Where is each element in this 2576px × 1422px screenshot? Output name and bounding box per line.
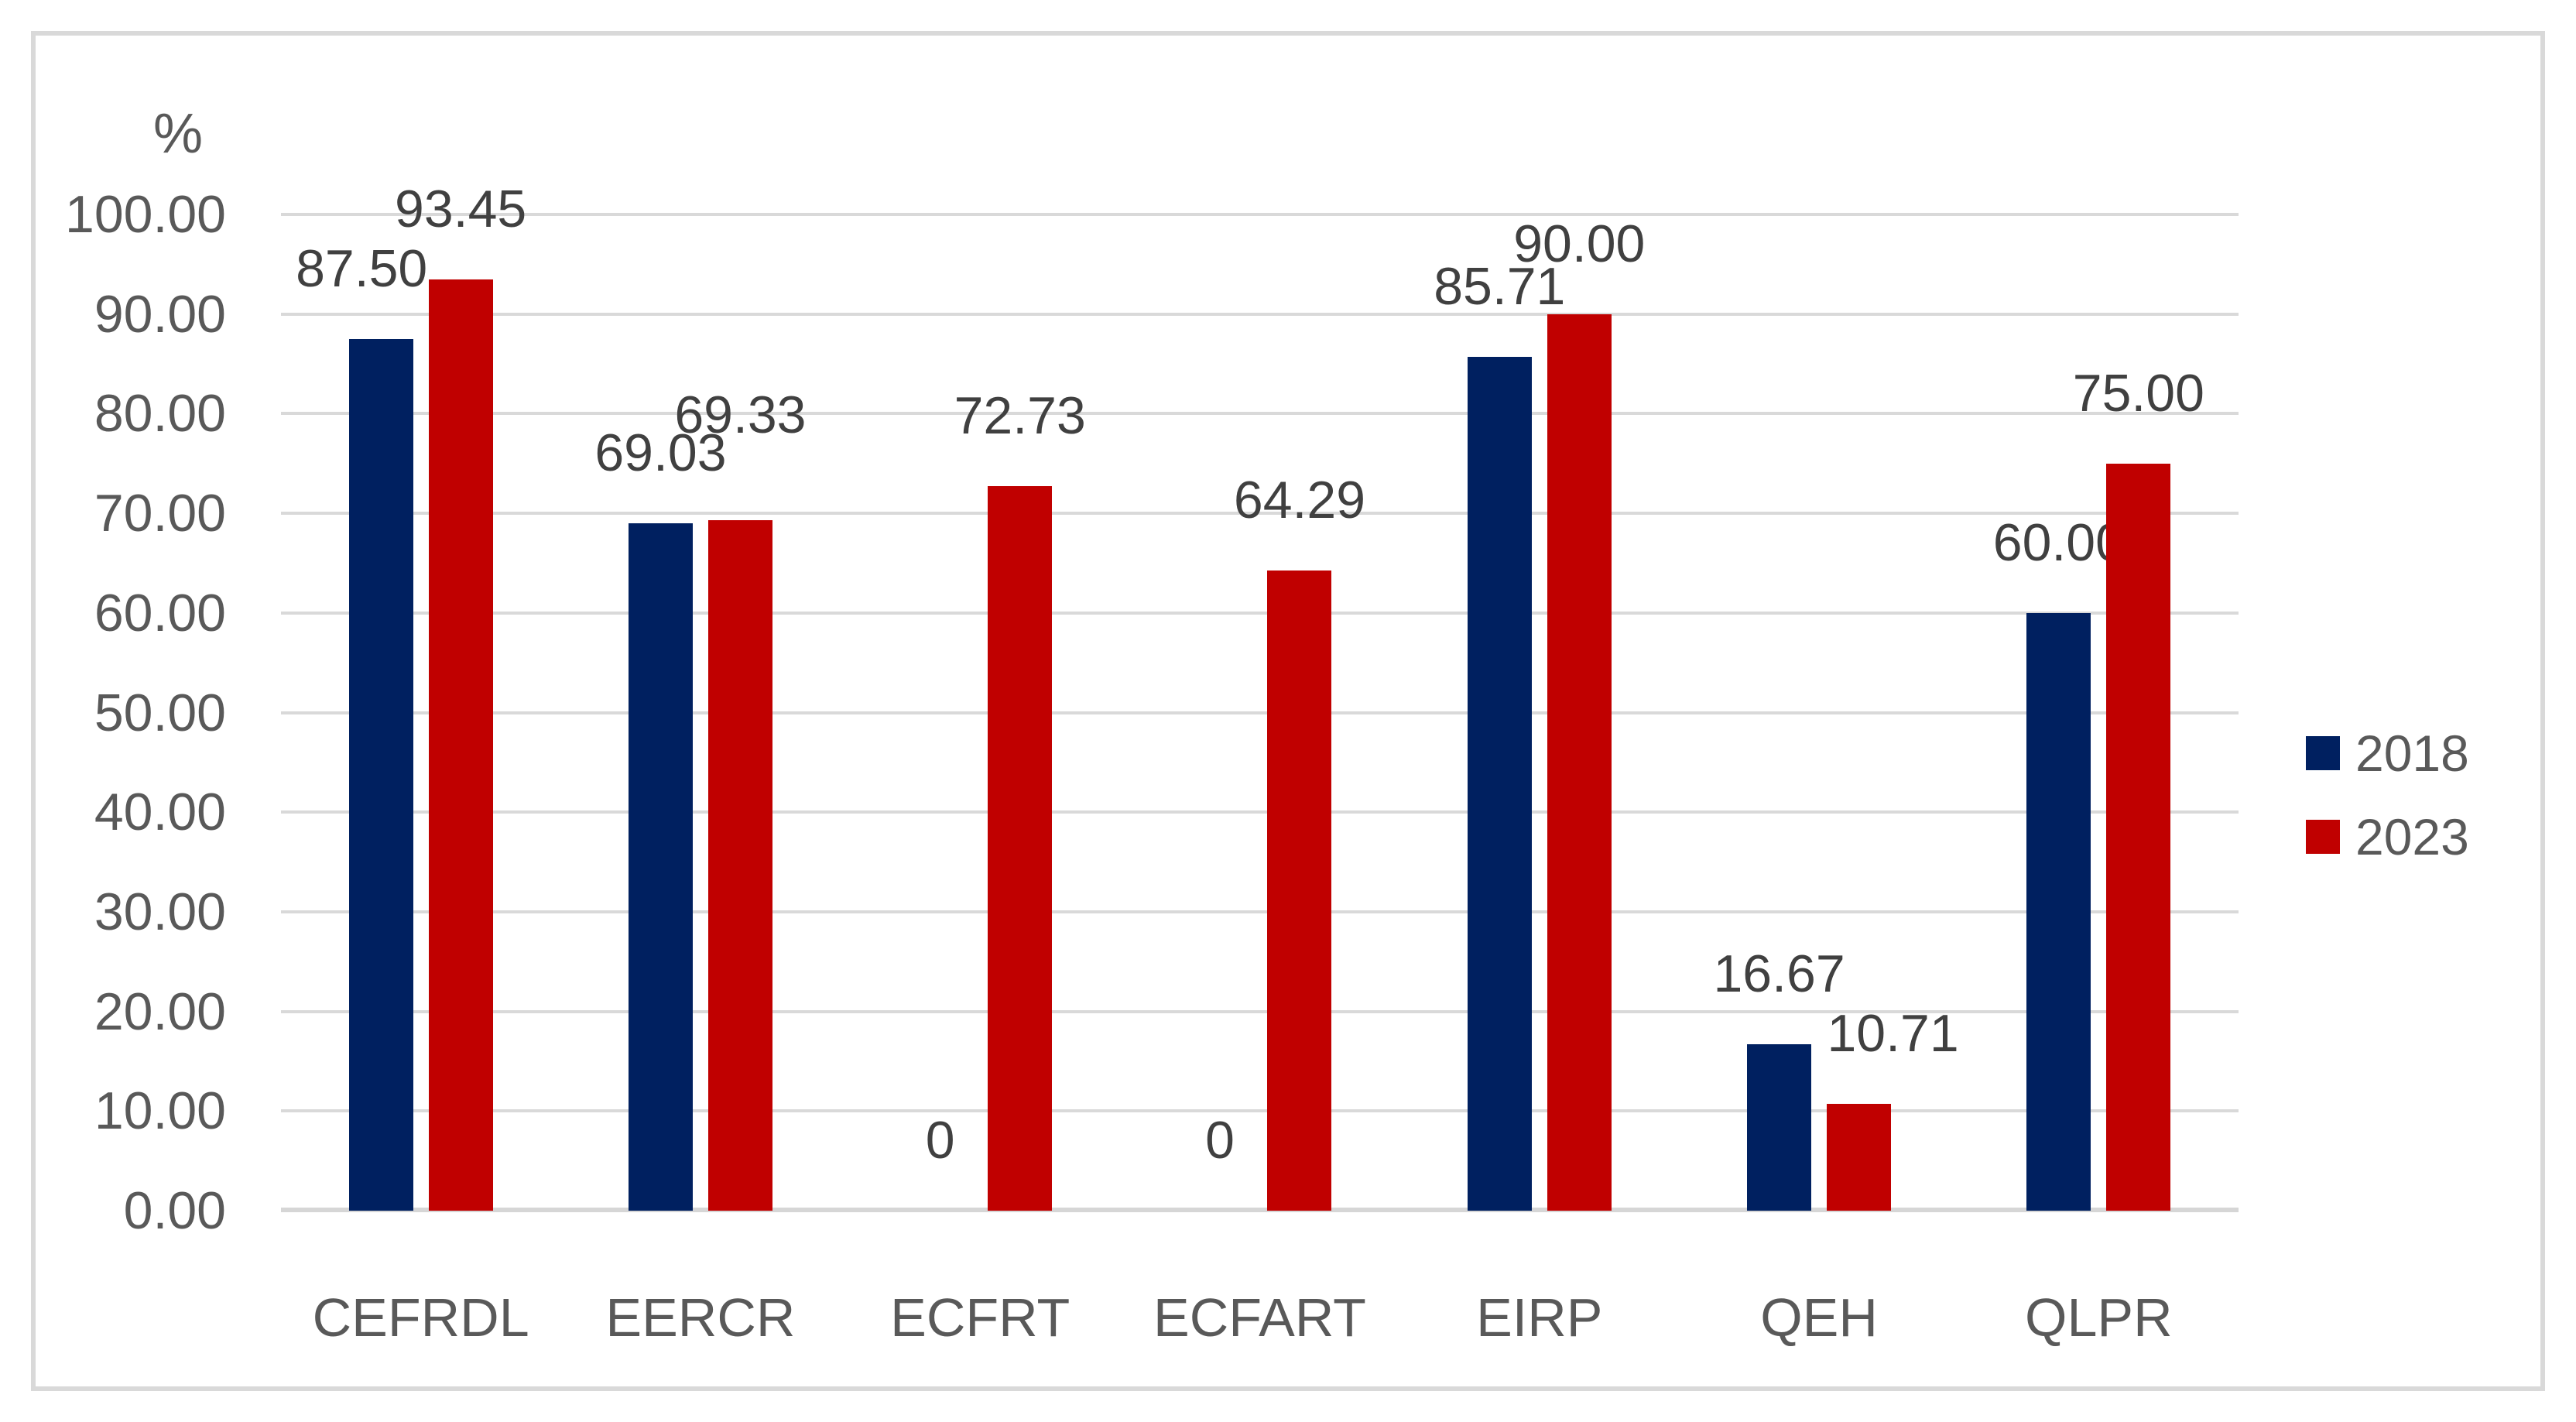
data-label-2023-ecfrt: 72.73	[954, 385, 1086, 445]
category-label-ecfrt: ECFRT	[890, 1287, 1070, 1348]
gridline	[281, 312, 2239, 316]
bar-2023-ecfrt	[988, 485, 1053, 1211]
gridline	[281, 611, 2239, 615]
bar-group-cefrdl: 87.50 93.45	[281, 181, 560, 1211]
gridline	[281, 1109, 2239, 1113]
data-label-2023-eercr: 69.33	[674, 385, 807, 444]
bar-group-ecfrt: 0 72.73	[841, 214, 1120, 1211]
y-tick-label: 80.00	[94, 384, 226, 444]
y-axis-unit-label: %	[152, 103, 204, 165]
bar-2018-qeh	[1747, 1044, 1812, 1211]
bar-group-eirp: 85.71 90.00	[1399, 214, 1679, 1211]
category-label-qeh: QEH	[1760, 1287, 1878, 1348]
bar-2018-eirp	[1467, 356, 1532, 1211]
gridline	[281, 412, 2239, 416]
data-label-2023-qeh: 10.71	[1827, 1004, 1959, 1064]
gridline	[281, 910, 2239, 913]
bar-2023-cefrdl	[428, 279, 493, 1211]
y-tick-label: 70.00	[94, 484, 226, 543]
y-tick-label: 90.00	[94, 284, 226, 344]
y-tick-label: 20.00	[94, 982, 226, 1041]
bar-2023-qeh	[1827, 1104, 1892, 1211]
y-tick-label: 100.00	[65, 185, 226, 244]
bar-2023-eercr	[707, 519, 772, 1211]
bar-group-ecfart: 0 64.29	[1120, 214, 1399, 1211]
category-label-qlpr: QLPR	[2025, 1287, 2173, 1348]
category-label-eercr: EERCR	[605, 1287, 796, 1348]
legend-label-2023: 2023	[2355, 808, 2469, 865]
data-label-2023-eirp: 90.00	[1513, 214, 1646, 273]
x-axis-baseline	[281, 1208, 2239, 1212]
gridline	[281, 810, 2239, 814]
y-tick-label: 0.00	[123, 1181, 226, 1240]
legend-label-2018: 2018	[2355, 725, 2469, 782]
legend-swatch-2018	[2306, 736, 2340, 770]
plot-area: 87.50 93.45 69.03 69.33 0 72.73 0 64.29 85.71 90.…	[281, 181, 2239, 1212]
gridline	[281, 512, 2239, 516]
gridline	[281, 711, 2239, 714]
data-label-2018-qeh: 16.67	[1713, 944, 1845, 1004]
bar-2023-ecfart	[1267, 570, 1332, 1211]
legend-item-2018: 2018	[2306, 726, 2469, 780]
bar-2023-qlpr	[2106, 463, 2171, 1211]
category-label-eirp: EIRP	[1476, 1287, 1603, 1348]
legend-swatch-2023	[2306, 820, 2340, 854]
bar-group-eercr: 69.03 69.33	[560, 214, 840, 1211]
bar-2018-cefrdl	[348, 338, 413, 1211]
y-tick-label: 30.00	[94, 882, 226, 941]
category-label-ecfart: ECFART	[1153, 1287, 1366, 1348]
legend-item-2023: 2023	[2306, 810, 2469, 864]
y-tick-label: 60.00	[94, 583, 226, 642]
data-label-2018-eercr: 69.03	[594, 423, 727, 482]
data-label-2023-qlpr: 75.00	[2072, 363, 2204, 423]
bar-2018-qlpr	[2026, 612, 2091, 1211]
data-label-2018-ecfart: 0	[1205, 1111, 1235, 1170]
bar-2023-eirp	[1547, 314, 1612, 1211]
category-label-cefrdl: CEFRDL	[312, 1287, 529, 1348]
bar-2018-eercr	[628, 523, 693, 1211]
data-label-2018-ecfrt: 0	[925, 1111, 955, 1170]
gridline	[281, 213, 2239, 216]
data-label-2023-cefrdl: 93.45	[395, 180, 527, 239]
bar-group-qlpr: 60.00 75.00	[1959, 214, 2239, 1211]
data-label-2018-cefrdl: 87.50	[296, 238, 428, 298]
bar-group-qeh: 16.67 10.71	[1679, 214, 1959, 1211]
data-label-2018-eirp: 85.71	[1434, 256, 1566, 316]
gridline	[281, 1009, 2239, 1013]
data-label-2018-qlpr: 60.00	[1992, 512, 2125, 572]
y-tick-label: 50.00	[94, 683, 226, 742]
data-label-2023-ecfart: 64.29	[1233, 470, 1366, 529]
y-tick-label: 10.00	[94, 1081, 226, 1141]
y-tick-label: 40.00	[94, 783, 226, 842]
legend: 2018 2023	[2306, 726, 2469, 893]
